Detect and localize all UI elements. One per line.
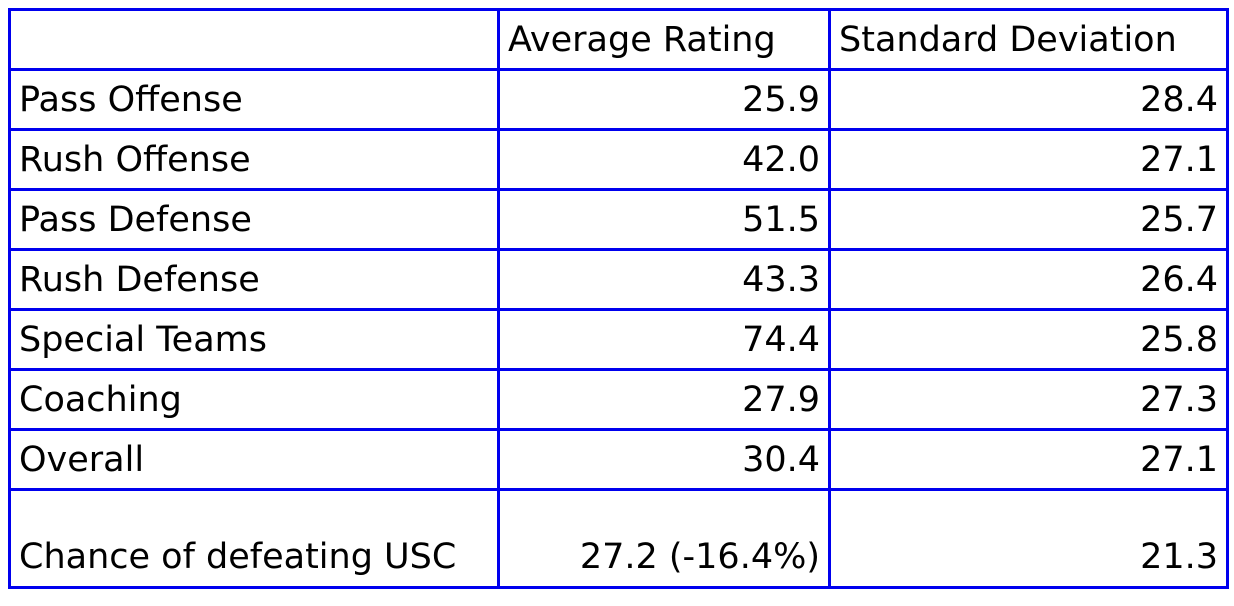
average-rating-value: 30.4 [497, 428, 831, 491]
row-label: Overall [8, 428, 500, 491]
standard-deviation-value: 27.1 [828, 428, 1229, 491]
table-row: Pass Defense 51.5 25.7 [8, 188, 1229, 251]
average-rating-value: 42.0 [497, 128, 831, 191]
standard-deviation-value: 25.8 [828, 308, 1229, 371]
table-row: Overall 30.4 27.1 [8, 428, 1229, 491]
average-rating-value: 27.9 [497, 368, 831, 431]
table-row: Rush Defense 43.3 26.4 [8, 248, 1229, 311]
standard-deviation-value: 21.3 [828, 488, 1229, 589]
row-label: Special Teams [8, 308, 500, 371]
standard-deviation-value: 28.4 [828, 68, 1229, 131]
table-row: Special Teams 74.4 25.8 [8, 308, 1229, 371]
ratings-table: Average Rating Standard Deviation Pass O… [8, 8, 1229, 589]
table-row: Pass Offense 25.9 28.4 [8, 68, 1229, 131]
average-rating-value: 51.5 [497, 188, 831, 251]
standard-deviation-value: 27.3 [828, 368, 1229, 431]
average-rating-value: 74.4 [497, 308, 831, 371]
row-label: Rush Offense [8, 128, 500, 191]
average-rating-value: 27.2 (-16.4%) [497, 488, 831, 589]
row-label: Chance of defeating USC [8, 488, 500, 589]
table-row: Coaching 27.9 27.3 [8, 368, 1229, 431]
average-rating-value: 43.3 [497, 248, 831, 311]
header-row: Average Rating Standard Deviation [8, 8, 1229, 71]
standard-deviation-value: 25.7 [828, 188, 1229, 251]
table-body: Pass Offense 25.9 28.4 Rush Offense 42.0 27.1… [8, 68, 1229, 589]
row-label: Pass Offense [8, 68, 500, 131]
table-row: Rush Offense 42.0 27.1 [8, 128, 1229, 191]
row-label: Coaching [8, 368, 500, 431]
table-row: Chance of defeating USC 27.2 (-16.4%) 21.3 [8, 488, 1229, 589]
standard-deviation-value: 27.1 [828, 128, 1229, 191]
corner-header-cell [8, 8, 500, 71]
average-rating-value: 25.9 [497, 68, 831, 131]
table-header: Average Rating Standard Deviation [8, 8, 1229, 71]
row-label: Pass Defense [8, 188, 500, 251]
column-header-standard-deviation: Standard Deviation [828, 8, 1229, 71]
standard-deviation-value: 26.4 [828, 248, 1229, 311]
column-header-average-rating: Average Rating [497, 8, 831, 71]
row-label: Rush Defense [8, 248, 500, 311]
